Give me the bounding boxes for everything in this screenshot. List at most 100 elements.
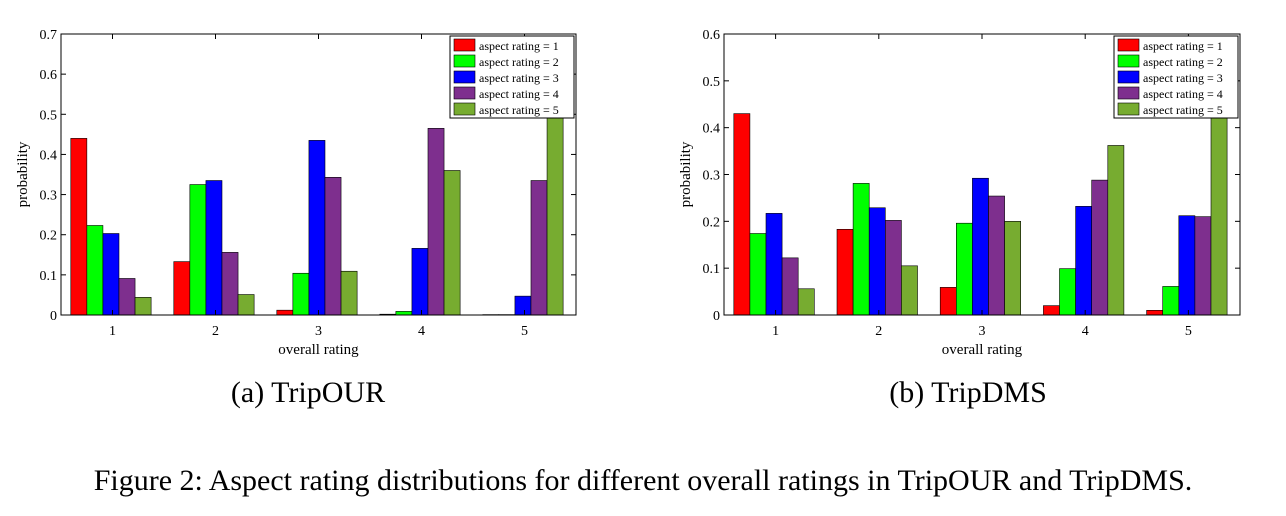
legend-swatch-4 bbox=[453, 86, 476, 100]
legend: aspect rating = 1 aspect rating = 2 aspect… bbox=[1113, 35, 1239, 119]
x-tick-label: 2 bbox=[212, 324, 219, 339]
y-tick-label: 0.3 bbox=[703, 169, 721, 184]
x-tick-label: 3 bbox=[979, 324, 986, 339]
y-tick-label: 0.1 bbox=[703, 262, 721, 277]
y-axis-label: probability bbox=[678, 141, 694, 207]
y-tick-label: 0.5 bbox=[40, 108, 58, 123]
bar-1-5 bbox=[1146, 310, 1164, 316]
bar-4-2 bbox=[221, 252, 239, 316]
legend-swatch-1 bbox=[453, 38, 476, 52]
legend-label-4: aspect rating = 4 bbox=[479, 87, 559, 101]
bar-3-2 bbox=[868, 207, 886, 316]
legend-label-5: aspect rating = 5 bbox=[479, 103, 559, 117]
bar-4-4 bbox=[427, 128, 445, 316]
x-tick-label: 2 bbox=[875, 324, 882, 339]
y-tick-label: 0.4 bbox=[40, 148, 58, 163]
bar-2-2 bbox=[189, 184, 207, 316]
legend-swatch-3 bbox=[453, 70, 476, 84]
subfigure-caption-b: (b) TripDMS bbox=[889, 376, 1047, 409]
bar-1-3 bbox=[276, 309, 294, 316]
y-tick-label: 0.6 bbox=[40, 68, 58, 83]
y-tick-label: 0.1 bbox=[40, 269, 58, 284]
legend-swatch-5 bbox=[453, 102, 476, 116]
chart-panel-tripour: 0 0.1 0.2 0.3 0.4 0.5 0.6 0.7 1 2 3 4 5 overall ratin… bbox=[15, 28, 577, 358]
bar-5-1 bbox=[134, 297, 152, 316]
y-tick-label: 0.4 bbox=[703, 122, 721, 137]
bar-2-1 bbox=[86, 225, 104, 316]
y-tick-label: 0.3 bbox=[40, 189, 58, 204]
y-tick-label: 0 bbox=[50, 309, 57, 324]
bar-4-1 bbox=[118, 278, 136, 316]
legend-label-3: aspect rating = 3 bbox=[479, 71, 559, 85]
bar-1-1 bbox=[70, 138, 88, 316]
legend-swatch-2 bbox=[1117, 54, 1140, 68]
y-tick-label: 0.7 bbox=[40, 28, 58, 43]
bar-5-2 bbox=[901, 265, 918, 316]
bar-3-2 bbox=[205, 180, 223, 316]
bar-2-5 bbox=[1162, 286, 1180, 316]
bar-3-5 bbox=[1178, 215, 1196, 316]
x-axis-label: overall rating bbox=[278, 342, 359, 358]
bar-1-4 bbox=[1043, 305, 1060, 316]
y-tick-label: 0 bbox=[713, 309, 720, 324]
bar-5-4 bbox=[1107, 145, 1125, 316]
y-tick-label: 0.6 bbox=[703, 28, 721, 43]
bar-1-3 bbox=[939, 287, 957, 316]
bar-3-3 bbox=[308, 140, 326, 316]
chart-canvas: 0 0.1 0.2 0.3 0.4 0.5 0.6 0.7 1 2 3 4 5 overall ratin… bbox=[15, 28, 1241, 358]
x-tick-label: 5 bbox=[521, 324, 528, 339]
legend-label-5: aspect rating = 5 bbox=[1143, 103, 1223, 117]
bar-2-1 bbox=[749, 233, 767, 316]
bar-5-2 bbox=[237, 294, 255, 316]
y-axis-label: probability bbox=[15, 141, 31, 207]
bar-5-1 bbox=[797, 288, 815, 316]
figure-caption: Figure 2: Aspect rating distributions fo… bbox=[93, 464, 1193, 497]
bar-2-4 bbox=[395, 311, 413, 316]
bar-1-1 bbox=[733, 113, 751, 316]
x-tick-label: 1 bbox=[109, 324, 116, 339]
y-tick-label: 0.2 bbox=[703, 215, 721, 230]
legend-swatch-5 bbox=[1117, 102, 1140, 116]
chart-panel-tripdms: 0 0.1 0.2 0.3 0.4 0.5 0.6 1 2 3 4 5 overall rating pr… bbox=[678, 28, 1241, 358]
y-tick-label: 0.5 bbox=[703, 75, 721, 90]
y-tick-label: 0.2 bbox=[40, 229, 58, 244]
bar-4-5 bbox=[530, 180, 548, 316]
bar-3-3 bbox=[972, 177, 989, 316]
bar-5-3 bbox=[1004, 221, 1022, 316]
bar-2-2 bbox=[852, 183, 870, 316]
legend-label-1: aspect rating = 1 bbox=[479, 39, 559, 53]
bar-1-2 bbox=[836, 228, 854, 316]
bar-2-4 bbox=[1059, 268, 1076, 316]
x-tick-label: 4 bbox=[1082, 324, 1089, 339]
legend-label-2: aspect rating = 2 bbox=[479, 55, 559, 69]
bar-3-1 bbox=[102, 233, 120, 316]
bar-3-1 bbox=[765, 213, 783, 316]
bar-2-3 bbox=[292, 272, 310, 316]
legend: aspect rating = 1 aspect rating = 2 aspect… bbox=[449, 35, 575, 119]
legend-label-2: aspect rating = 2 bbox=[1143, 55, 1223, 69]
x-axis-label: overall rating bbox=[942, 342, 1023, 358]
x-tick-label: 3 bbox=[315, 324, 322, 339]
bar-5-3 bbox=[340, 270, 358, 316]
x-tick-label: 1 bbox=[772, 324, 779, 339]
legend-label-4: aspect rating = 4 bbox=[1143, 87, 1223, 101]
x-tick-label: 5 bbox=[1185, 324, 1192, 339]
x-tick-label: 4 bbox=[418, 324, 425, 339]
legend-swatch-2 bbox=[453, 54, 476, 68]
bar-4-2 bbox=[885, 220, 902, 316]
bar-4-3 bbox=[988, 195, 1005, 316]
bar-4-4 bbox=[1091, 179, 1109, 316]
bar-3-4 bbox=[411, 248, 429, 316]
bar-4-1 bbox=[781, 257, 799, 316]
bar-3-5 bbox=[514, 295, 532, 316]
legend-swatch-4 bbox=[1117, 86, 1140, 100]
legend-label-1: aspect rating = 1 bbox=[1143, 39, 1223, 53]
bar-1-2 bbox=[173, 261, 191, 316]
bar-5-4 bbox=[443, 170, 461, 316]
bar-4-5 bbox=[1194, 216, 1212, 316]
bar-3-4 bbox=[1075, 206, 1093, 316]
bar-2-3 bbox=[956, 222, 973, 316]
subfigure-caption-a: (a) TripOUR bbox=[230, 376, 386, 409]
legend-swatch-1 bbox=[1117, 38, 1140, 52]
